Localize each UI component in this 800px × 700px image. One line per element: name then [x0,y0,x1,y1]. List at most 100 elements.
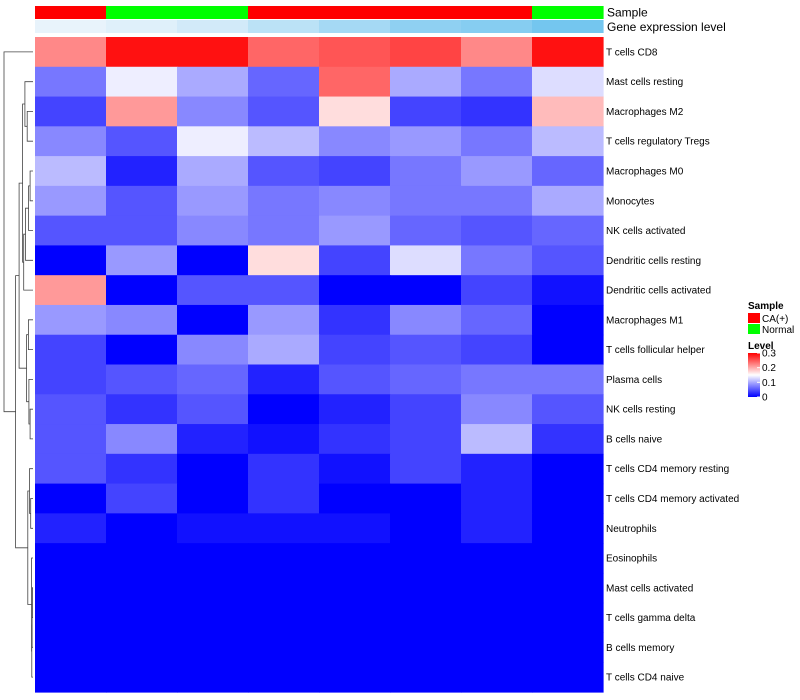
heatmap-cell [390,632,462,663]
heatmap-cell [248,304,320,336]
heatmap-cell [532,126,604,157]
heatmap-cell [106,66,178,98]
heatmap-cell [390,424,462,455]
dendrogram-branch [24,81,33,127]
heatmap-cell [461,156,533,187]
heatmap-cell [532,543,604,574]
row-label: Macrophages M0 [606,166,684,177]
legend-level-tick-label: 0 [762,393,768,404]
heatmap-cell [106,424,178,455]
heatmap-cell [532,185,604,217]
dendrogram-branch [25,207,33,261]
heatmap-cell [319,543,391,574]
heatmap-cell [461,424,533,455]
heatmap-cell [390,96,462,127]
heatmap-cell [461,185,533,217]
heatmap-cell [106,364,178,395]
heatmap-cell [106,602,178,634]
heatmap-cell [390,66,462,98]
dendrogram-branch [23,233,33,291]
heatmap-cell [390,245,462,276]
row-label: Plasma cells [606,375,662,386]
heatmap-cell [177,632,249,663]
heatmap-cell [319,602,391,634]
heatmap-cell [319,66,391,98]
row-label: NK cells activated [606,226,685,237]
heatmap-cell [461,394,533,425]
heatmap-cell [390,304,462,336]
heatmap-cell [319,572,391,604]
heatmap-cell [35,126,107,157]
heatmap-cell [390,126,462,157]
gene-expression-annotation-cell [390,20,462,33]
heatmap-cell [319,632,391,663]
heatmap-cell [177,334,249,366]
heatmap-cell [248,334,320,366]
sample-annotation-cell [319,6,391,19]
heatmap-cell [461,602,533,634]
heatmap-cell [532,364,604,395]
gene-expression-annotation-cell [461,20,533,33]
heatmap-cell [319,394,391,425]
sample-annotation-cell [35,6,107,19]
legend-sample-label-normal: Normal [762,325,794,336]
heatmap-cell [177,572,249,604]
heatmap-cell [532,66,604,98]
sample-annotation-cell [177,6,249,19]
row-label: T cells CD8 [606,47,658,58]
heatmap-cell [106,513,178,544]
sample-annotation-cell [461,6,533,19]
heatmap-cell [177,394,249,425]
heatmap-cell [248,513,320,544]
heatmap-cell [319,126,391,157]
row-label: T cells CD4 memory resting [606,464,729,475]
legend-sample-swatch-ca [748,313,760,323]
heatmap-cell [106,245,178,276]
dendrogram-branch [28,185,33,231]
gene-expression-annotation-cell [177,20,249,33]
row-label: Dendritic cells resting [606,256,701,267]
heatmap-cell [461,662,533,693]
heatmap-cell [177,275,249,306]
row-label: Mast cells activated [606,583,693,594]
heatmap-cell [177,156,249,187]
heatmap-cell [319,364,391,395]
heatmap-cell [390,215,462,247]
dendrogram-branch [28,379,33,425]
legend-level-tick-label: 0.1 [762,378,776,389]
dendrogram-branch [29,170,33,202]
heatmap-cell [106,304,178,336]
heatmap-cell [461,126,533,157]
heatmap-cell [248,245,320,276]
heatmap-cell [461,215,533,247]
gene-expression-annotation-cell [35,20,107,33]
heatmap-cell [461,632,533,663]
heatmap-cell [532,334,604,366]
row-label: T cells regulatory Tregs [606,137,710,148]
heatmap-cell [532,483,604,514]
heatmap-cell [532,96,604,127]
heatmap-cell [35,632,107,663]
heatmap-cell [390,394,462,425]
heatmap-cell [35,334,107,366]
heatmap-cell [177,185,249,217]
heatmap-cell [177,662,249,693]
legend-level-colorbar [748,353,760,397]
heatmap-cell [319,245,391,276]
heatmap-cell [319,37,391,68]
heatmap-cell [319,156,391,187]
heatmap-cell [319,662,391,693]
row-label: Monocytes [606,196,654,207]
heatmap-cell [461,334,533,366]
heatmap-cell [532,156,604,187]
heatmap-cell [177,543,249,574]
row-dendrogram [3,51,33,678]
sample-annotation-cell [106,6,178,19]
heatmap-cell [319,334,391,366]
row-label: T cells CD4 naive [606,673,685,684]
annotation-label-gene-expression: Gene expression level [607,20,726,34]
dendrogram-branch [29,468,33,514]
heatmap-cell [248,662,320,693]
heatmap-cells [35,37,604,693]
heatmap-cell [35,185,107,217]
